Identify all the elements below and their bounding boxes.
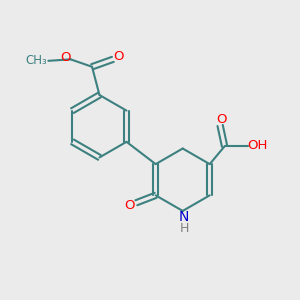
Text: O: O [124,199,135,212]
Text: OH: OH [247,139,268,152]
Text: H: H [179,222,189,235]
Text: O: O [60,51,70,64]
Text: N: N [179,211,189,224]
Text: O: O [216,113,227,126]
Text: CH₃: CH₃ [25,54,47,67]
Text: O: O [113,50,123,64]
